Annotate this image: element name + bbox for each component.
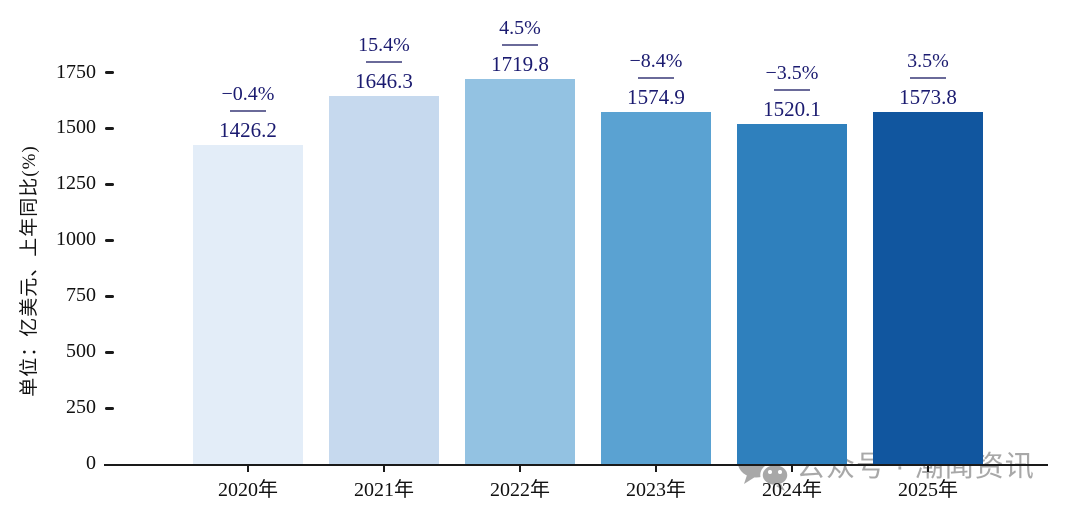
x-tick-mark — [383, 466, 385, 472]
value-label: 1520.1 — [763, 96, 821, 121]
bar-2021年 — [329, 96, 439, 464]
growth-label: −0.4% — [221, 83, 275, 105]
bar-2020年 — [193, 145, 303, 464]
value-label: 1573.8 — [899, 84, 957, 109]
y-tick-mark — [105, 238, 114, 242]
value-label: 1719.8 — [491, 51, 549, 76]
x-tick-mark — [655, 466, 657, 472]
x-tick-label: 2022年 — [490, 479, 550, 501]
bar-2024年 — [737, 124, 847, 464]
x-tick-mark — [247, 466, 249, 472]
y-tick-label: 1000 — [56, 228, 96, 251]
x-tick-label: 2025年 — [898, 479, 958, 501]
bar-annotation: −0.4% 1426.2 — [178, 83, 318, 142]
growth-label: 3.5% — [907, 50, 949, 72]
bar-2023年 — [601, 112, 711, 464]
x-tick-mark — [791, 466, 793, 472]
bar-annotation: 15.4% 1646.3 — [314, 34, 454, 93]
value-label: 1426.2 — [219, 117, 277, 142]
y-tick-label: 1500 — [56, 116, 96, 139]
bar-2025年 — [873, 112, 983, 464]
annotation-divider — [774, 89, 810, 91]
value-label: 1574.9 — [627, 84, 685, 109]
x-tick-label: 2023年 — [626, 479, 686, 501]
growth-label: 15.4% — [358, 34, 410, 56]
y-tick-mark — [105, 294, 114, 298]
bar-annotation: 4.5% 1719.8 — [450, 17, 590, 76]
y-tick-label: 1250 — [56, 172, 96, 195]
growth-label: 4.5% — [499, 17, 541, 39]
annotation-divider — [910, 77, 946, 79]
bar-annotation: −8.4% 1574.9 — [586, 50, 726, 109]
bar-2022年 — [465, 79, 575, 464]
x-tick-label: 2021年 — [354, 479, 414, 501]
y-tick-label: 0 — [86, 452, 96, 474]
y-tick-mark — [105, 182, 114, 186]
x-tick-mark — [927, 466, 929, 472]
y-tick-mark — [105, 406, 114, 410]
annotation-divider — [638, 77, 674, 79]
x-axis-line — [104, 464, 1048, 466]
annotation-divider — [502, 44, 538, 46]
bar-annotation: −3.5% 1520.1 — [722, 62, 862, 121]
annotation-divider — [366, 61, 402, 63]
x-tick-label: 2024年 — [762, 479, 822, 501]
y-tick-label: 750 — [66, 284, 96, 307]
y-tick-label: 500 — [66, 340, 96, 363]
x-tick-label: 2020年 — [218, 479, 278, 501]
bar-annotation: 3.5% 1573.8 — [858, 50, 998, 109]
y-tick-mark — [105, 71, 114, 75]
y-tick-label: 250 — [66, 396, 96, 419]
value-label: 1646.3 — [355, 68, 413, 93]
growth-label: −8.4% — [629, 50, 683, 72]
annotation-divider — [230, 110, 266, 112]
growth-label: −3.5% — [765, 62, 819, 84]
y-tick-label: 1750 — [56, 60, 96, 83]
y-tick-mark — [105, 350, 114, 354]
x-tick-mark — [519, 466, 521, 472]
y-tick-mark — [105, 126, 114, 130]
